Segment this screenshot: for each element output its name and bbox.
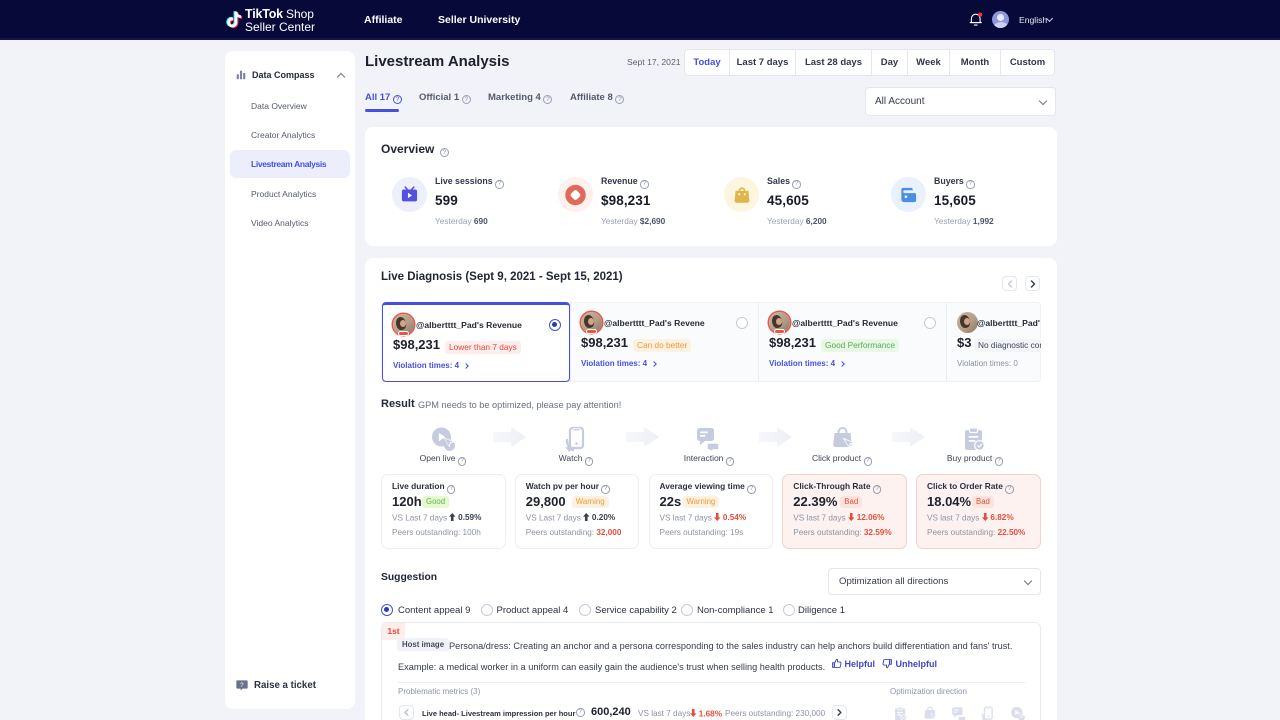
svg-text:?: ? [240, 682, 244, 689]
